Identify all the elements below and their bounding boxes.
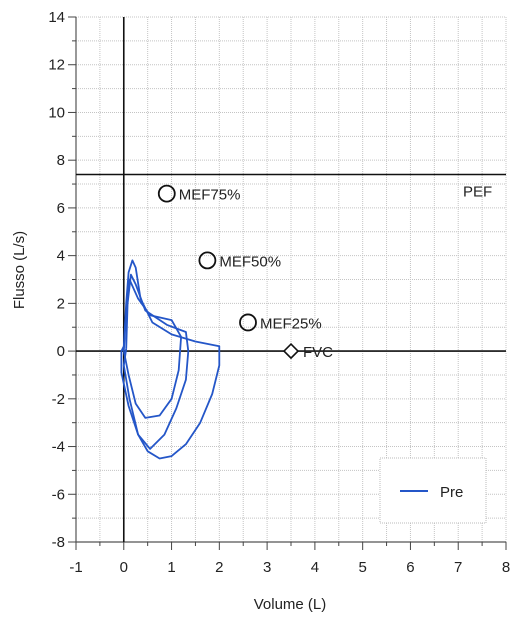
x-axis-title: Volume (L) [254,596,327,613]
x-tick-label: -1 [69,559,82,576]
y-tick-label: 12 [48,57,65,74]
y-tick-label: -2 [52,391,65,408]
pef-label: PEF [463,184,492,201]
x-tick-label: 0 [120,559,128,576]
marker-circle [239,313,257,332]
y-tick-label: 14 [48,9,65,26]
y-tick-label: 8 [57,152,65,169]
y-tick-label: 0 [57,343,65,360]
x-tick-label: 1 [167,559,175,576]
y-tick-label: 10 [48,104,65,121]
marker-label: MEF50% [219,253,281,270]
y-axis-title: Flusso (L/s) [11,231,28,309]
x-tick-label: 4 [311,559,319,576]
x-tick-label: 3 [263,559,271,576]
legend: Pre [379,457,487,524]
x-tick-label: 8 [502,559,510,576]
x-tick-label: 7 [454,559,462,576]
marker-group: MEF75% MEF50% MEF25% FVC [157,184,333,361]
marker-label: FVC [303,344,333,361]
flow-volume-loop [120,259,221,460]
x-tick-label: 2 [215,559,223,576]
x-tick-label: 6 [406,559,414,576]
flow-volume-loop [122,278,182,419]
y-tick-label: -8 [52,534,65,551]
x-tick-label: 5 [358,559,366,576]
marker-circle [198,251,217,270]
flow-volume-loop [122,273,190,450]
y-tick-label: 6 [57,200,65,217]
pef-group: PEF [76,173,506,201]
marker-diamond [282,342,300,360]
y-tick-label: 4 [57,248,65,265]
marker-circle [157,184,176,203]
legend-label: Pre [440,484,463,501]
y-tick-label: 2 [57,295,65,312]
marker-label: MEF75% [179,187,241,204]
legend-box [379,457,487,524]
curve-group [120,259,221,460]
marker-label: MEF25% [260,315,322,332]
y-tick-label: -4 [52,439,65,456]
y-tick-label: -6 [52,486,65,503]
